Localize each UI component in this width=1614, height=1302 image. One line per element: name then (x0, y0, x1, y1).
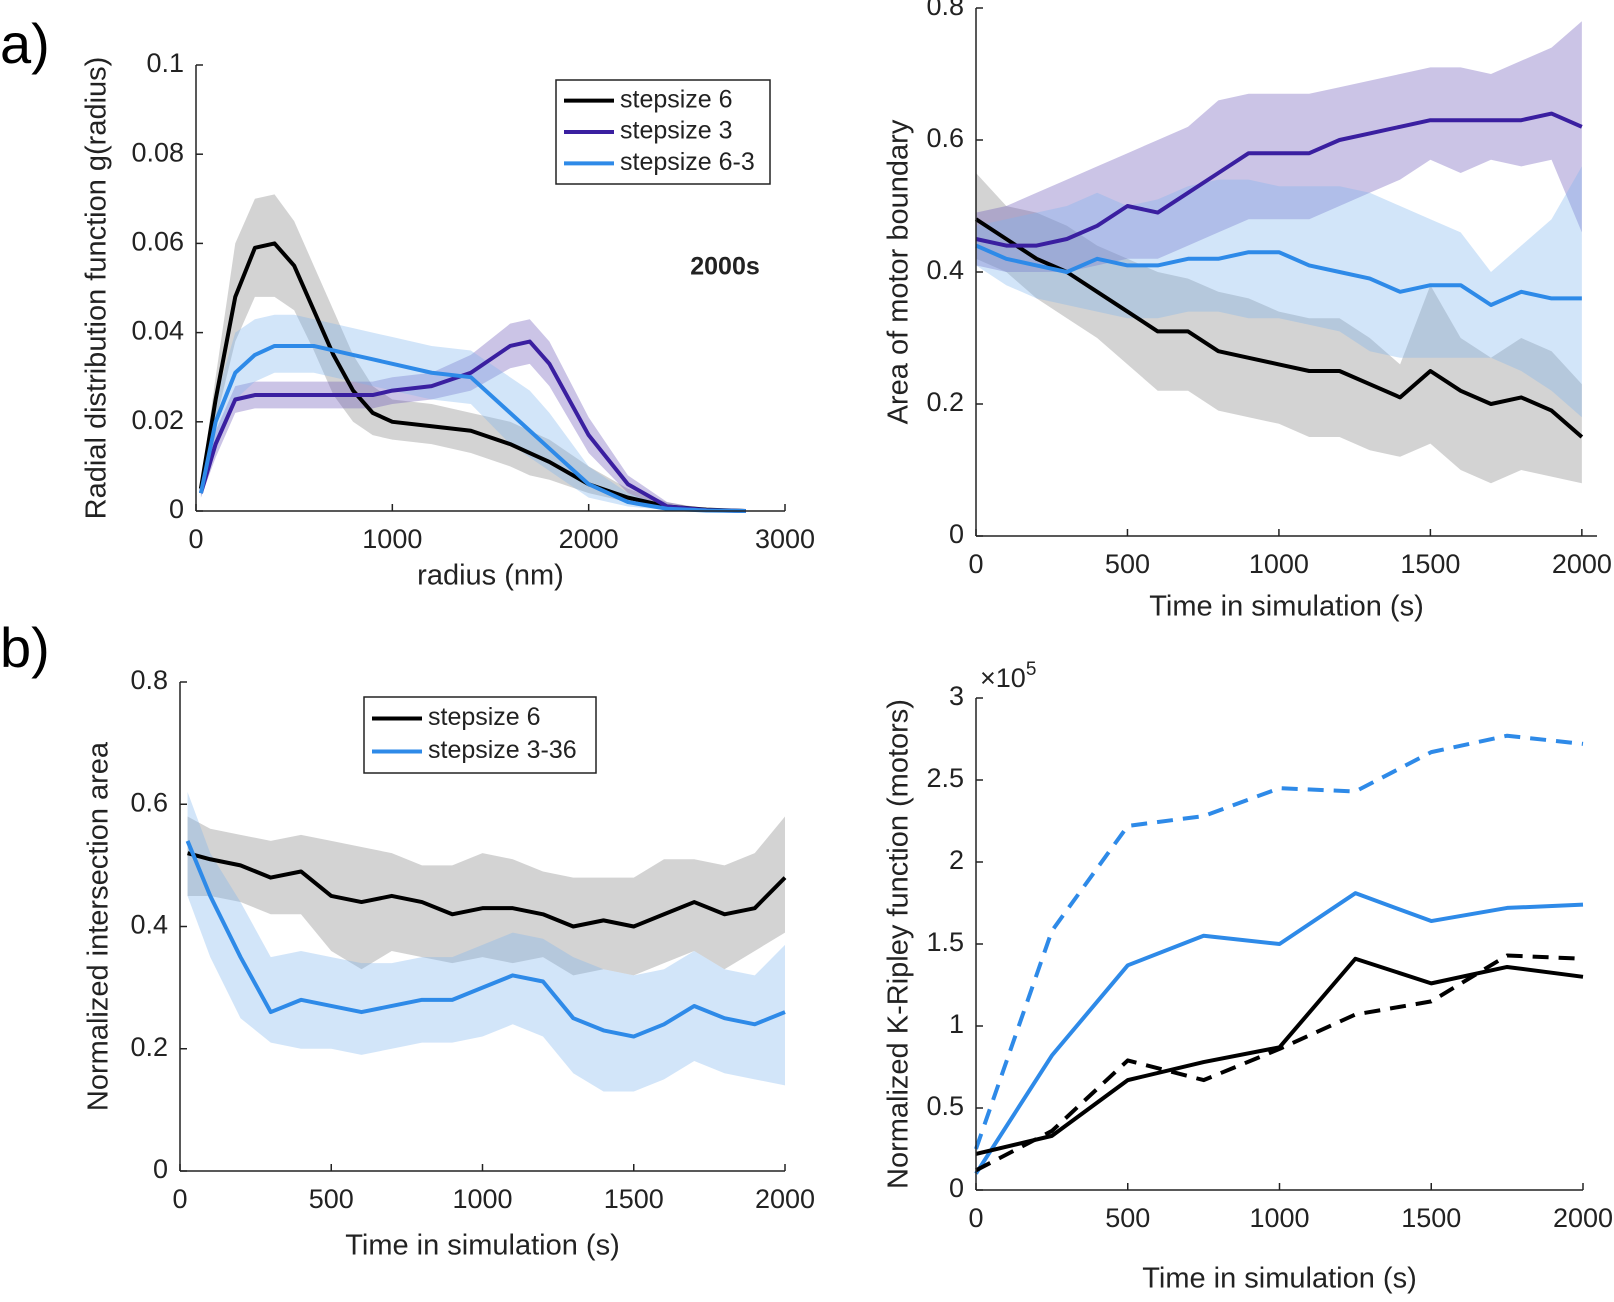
line-series (198, 241, 746, 513)
y-tick-label: 0.4 (926, 255, 964, 285)
y-tick-label: 0.02 (131, 405, 184, 435)
legend-label: stepsize 3 (620, 117, 733, 145)
x-tick-label: 1000 (452, 1184, 512, 1214)
x-tick-label: 2000 (559, 524, 619, 554)
x-tick-label: 3000 (755, 524, 815, 554)
axis-multiplier: ×105 (980, 659, 1036, 693)
y-axis-label: Radial distribution function g(radius) (81, 57, 113, 520)
x-tick-label: 500 (1105, 549, 1150, 579)
multiplier-exponent: 5 (1026, 659, 1037, 680)
y-tick-label: 2.5 (926, 763, 964, 793)
x-tick-label: 2000 (1553, 1203, 1613, 1233)
legend-label: stepsize 3-36 (428, 736, 577, 764)
line-series (974, 217, 1584, 439)
panel-label: a) (0, 12, 50, 75)
legend-label: stepsize 6-3 (620, 148, 755, 176)
x-tick-label: 0 (188, 524, 203, 554)
line-series (975, 243, 1582, 307)
error-band (187, 792, 785, 1092)
y-tick-label: 0.8 (130, 665, 168, 695)
y-tick-label: 3 (949, 681, 964, 711)
x-tick-label: 1000 (362, 524, 422, 554)
error-band (200, 194, 746, 511)
y-tick-label: 0.06 (131, 227, 184, 257)
y-tick-label: 0.1 (146, 48, 184, 78)
error-band (187, 816, 785, 976)
y-tick-label: 0.2 (130, 1032, 168, 1062)
y-tick-label: 0 (949, 1173, 964, 1203)
line-series (198, 339, 746, 513)
line-series (975, 953, 1584, 1173)
line-series (187, 851, 787, 929)
x-axis-label: Time in simulation (s) (1142, 1263, 1416, 1295)
y-tick-label: 0.2 (926, 387, 964, 417)
y-tick-label: 0 (169, 494, 184, 524)
x-tick-label: 2000 (755, 1184, 815, 1214)
error-band (976, 21, 1582, 273)
y-tick-label: 0.6 (926, 123, 964, 153)
y-axis-label: Area of motor boundary (883, 119, 915, 424)
x-tick-label: 500 (1105, 1203, 1150, 1233)
line-series (975, 111, 1583, 248)
y-tick-label: 0 (949, 519, 964, 549)
x-tick-label: 1500 (1401, 1203, 1461, 1233)
annotation: 2000s (690, 253, 760, 281)
x-tick-label: 1000 (1249, 1203, 1309, 1233)
y-axis-label: Normalized intersection area (83, 741, 115, 1111)
x-axis-label: radius (nm) (417, 560, 564, 592)
y-tick-label: 0 (153, 1154, 168, 1184)
multiplier-base: ×10 (980, 663, 1026, 693)
x-tick-label: 0 (968, 549, 983, 579)
legend-label: stepsize 6 (620, 85, 733, 113)
y-tick-label: 2 (949, 845, 964, 875)
y-axis-label: Normalized K-Ripley function (motors) (883, 699, 915, 1189)
y-tick-label: 0.4 (130, 910, 168, 940)
legend-label: stepsize 6 (428, 703, 541, 731)
y-tick-label: 1.5 (926, 927, 964, 957)
y-tick-label: 0.04 (131, 316, 184, 346)
line-series (974, 891, 1584, 1175)
line-series (974, 733, 1584, 1150)
error-band (976, 173, 1582, 484)
x-tick-label: 1500 (604, 1184, 664, 1214)
error-band (976, 166, 1582, 418)
line-series (185, 840, 786, 1039)
y-tick-label: 0.08 (131, 137, 184, 167)
y-tick-label: 1 (949, 1009, 964, 1039)
x-axis-label: Time in simulation (s) (345, 1230, 619, 1262)
x-tick-label: 0 (172, 1184, 187, 1214)
line-series (975, 956, 1584, 1156)
x-tick-label: 2000 (1552, 549, 1612, 579)
x-tick-label: 0 (968, 1203, 983, 1233)
x-tick-label: 1000 (1249, 549, 1309, 579)
x-tick-label: 500 (309, 1184, 354, 1214)
legend-box (363, 696, 597, 774)
line-series (198, 343, 746, 513)
y-tick-label: 0.8 (926, 0, 964, 21)
x-axis-label: Time in simulation (s) (1149, 591, 1423, 623)
x-tick-label: 1500 (1400, 549, 1460, 579)
panel-label: b) (0, 616, 50, 679)
y-tick-label: 0.5 (926, 1091, 964, 1121)
y-tick-label: 0.6 (130, 787, 168, 817)
